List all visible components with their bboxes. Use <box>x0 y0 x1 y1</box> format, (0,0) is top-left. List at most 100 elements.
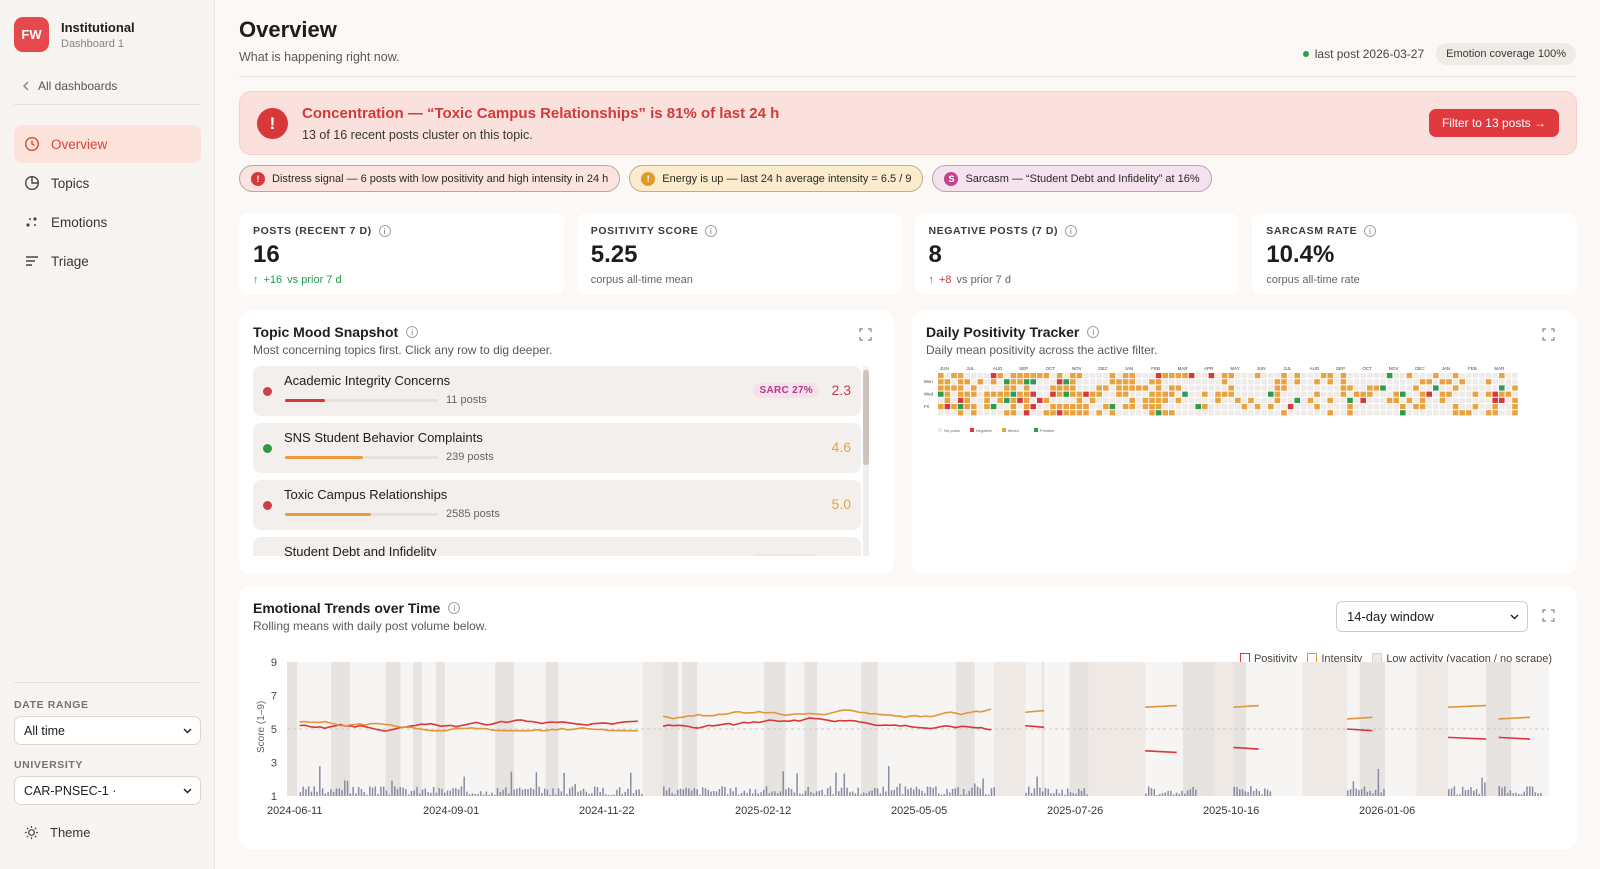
sidebar-item-emotions[interactable]: Emotions <box>14 203 201 241</box>
volume-bar <box>893 789 896 796</box>
all-dashboards-link[interactable]: All dashboards <box>22 79 117 93</box>
heatmap-cell <box>1492 379 1498 385</box>
volume-bar <box>1501 787 1503 796</box>
heatmap-cell <box>1083 385 1089 391</box>
heatmap-cell <box>1466 397 1472 403</box>
distress-signal-chip[interactable]: ! Distress signal — 6 posts with low pos… <box>239 165 621 192</box>
volume-bar <box>424 788 427 796</box>
volume-bar <box>1055 789 1058 796</box>
heatmap-cell <box>1241 379 1248 385</box>
volume-bar <box>907 789 909 796</box>
volume-bar <box>768 793 771 796</box>
heatmap-cell <box>1314 391 1320 397</box>
expand-icon[interactable] <box>1542 609 1555 622</box>
heatmap-cell <box>1459 410 1465 416</box>
info-icon[interactable]: i <box>1065 225 1078 237</box>
topic-row[interactable]: Academic Integrity Concerns 11 posts SARC … <box>253 366 861 416</box>
heatmap-cell <box>1254 373 1261 379</box>
topic-name: SNS Student Behavior Complaints <box>284 430 483 445</box>
filter-posts-button[interactable]: Filter to 13 posts → <box>1428 109 1559 137</box>
kpi-delta: ↑ +16 vs prior 7 d <box>253 274 342 286</box>
volume-bar <box>738 794 740 796</box>
volume-bar <box>1484 782 1486 796</box>
date-range-select[interactable]: All time <box>14 716 201 745</box>
volume-bar <box>1369 790 1371 796</box>
info-icon[interactable]: i <box>1087 326 1100 338</box>
heatmap-cell <box>1076 397 1083 403</box>
heatmap-cell <box>1320 373 1327 379</box>
heatmap-cell <box>1439 391 1446 397</box>
heatmap-cell <box>1037 410 1043 416</box>
volume-bar <box>571 786 574 796</box>
info-icon[interactable]: i <box>406 326 419 338</box>
volume-bar <box>1360 789 1363 796</box>
heatmap-cell <box>1360 391 1366 397</box>
energy-signal-chip[interactable]: ! Energy is up — last 24 h average inten… <box>629 165 924 192</box>
volume-bar <box>799 793 801 796</box>
heatmap-cell <box>971 373 977 379</box>
heatmap-cell <box>1122 379 1129 385</box>
heatmap-cell <box>1122 385 1129 391</box>
info-icon[interactable]: i <box>448 602 461 614</box>
volume-bar <box>1506 792 1509 796</box>
volume-bar <box>399 787 402 796</box>
volume-bar <box>538 786 540 796</box>
heatmap-cell <box>990 385 997 391</box>
volume-bar <box>574 783 576 796</box>
heatmap-cell <box>1208 397 1215 403</box>
heatmap-cell <box>938 391 944 397</box>
heatmap-cell <box>1076 379 1083 385</box>
topic-row[interactable]: Toxic Campus Relationships 2585 posts 5.0 <box>253 480 861 530</box>
positivity-line <box>1025 724 1045 729</box>
heatmap-cell <box>1208 373 1215 379</box>
chevron-down-icon <box>183 728 192 733</box>
expand-icon[interactable] <box>859 328 872 341</box>
heatmap-cell <box>938 385 944 391</box>
heatmap-cell <box>1070 397 1076 403</box>
heatmap-cell <box>1426 385 1432 391</box>
info-icon[interactable]: i <box>1364 225 1377 237</box>
heatmap-cell <box>1215 379 1221 385</box>
heatmap-cell <box>1169 397 1175 403</box>
heatmap-cell <box>997 410 1003 416</box>
heatmap-cell <box>1050 385 1056 391</box>
topic-row[interactable]: SNS Student Behavior Complaints 239 posts… <box>253 423 861 473</box>
sidebar-item-triage[interactable]: Triage <box>14 242 201 280</box>
volume-bar <box>516 788 518 796</box>
volume-bar <box>1233 786 1235 796</box>
topic-list-scrollbar[interactable] <box>863 366 869 556</box>
sidebar-item-topics[interactable]: Topics <box>14 164 201 202</box>
university-select[interactable]: CAR-PNSEC-1 · <box>14 776 201 805</box>
volume-bar <box>499 791 502 796</box>
heatmap-cell <box>1439 410 1446 416</box>
topic-row[interactable]: Student Debt and Infidelity SARC 16% 5.1 <box>253 537 861 556</box>
kpi-caption: corpus all-time mean <box>590 274 693 286</box>
volume-bar <box>496 788 499 796</box>
heatmap-cell <box>1334 391 1340 397</box>
heatmap-cell <box>1023 391 1030 397</box>
heatmap-cell <box>1056 379 1063 385</box>
expand-icon[interactable] <box>1542 328 1555 341</box>
heatmap-cell <box>1386 373 1393 379</box>
heatmap-cell <box>1505 397 1512 403</box>
heatmap-cell <box>1175 391 1182 397</box>
heatmap-cell <box>1089 397 1096 403</box>
volume-bar <box>543 788 546 796</box>
heatmap-cell <box>944 379 951 385</box>
info-icon[interactable]: i <box>378 225 391 237</box>
heatmap-cell <box>1505 410 1512 416</box>
heatmap-cell <box>1103 379 1109 385</box>
theme-toggle[interactable]: Theme <box>24 825 90 840</box>
sidebar-item-overview[interactable]: Overview <box>14 125 201 163</box>
sarcasm-signal-chip[interactable]: S Sarcasm — “Student Debt and Infidelity… <box>932 165 1212 192</box>
heatmap-cell <box>1043 391 1050 397</box>
volume-bar <box>904 786 907 796</box>
info-icon[interactable]: i <box>705 225 718 237</box>
volume-bar <box>560 791 563 796</box>
x-tick-label: 2025-05-05 <box>891 805 947 817</box>
heatmap-cell <box>971 410 977 416</box>
heatmap-month-label: DEC <box>1415 366 1425 371</box>
volume-bar <box>566 794 568 796</box>
window-select[interactable]: 14-day window <box>1336 601 1528 632</box>
heatmap-cell <box>1175 379 1182 385</box>
